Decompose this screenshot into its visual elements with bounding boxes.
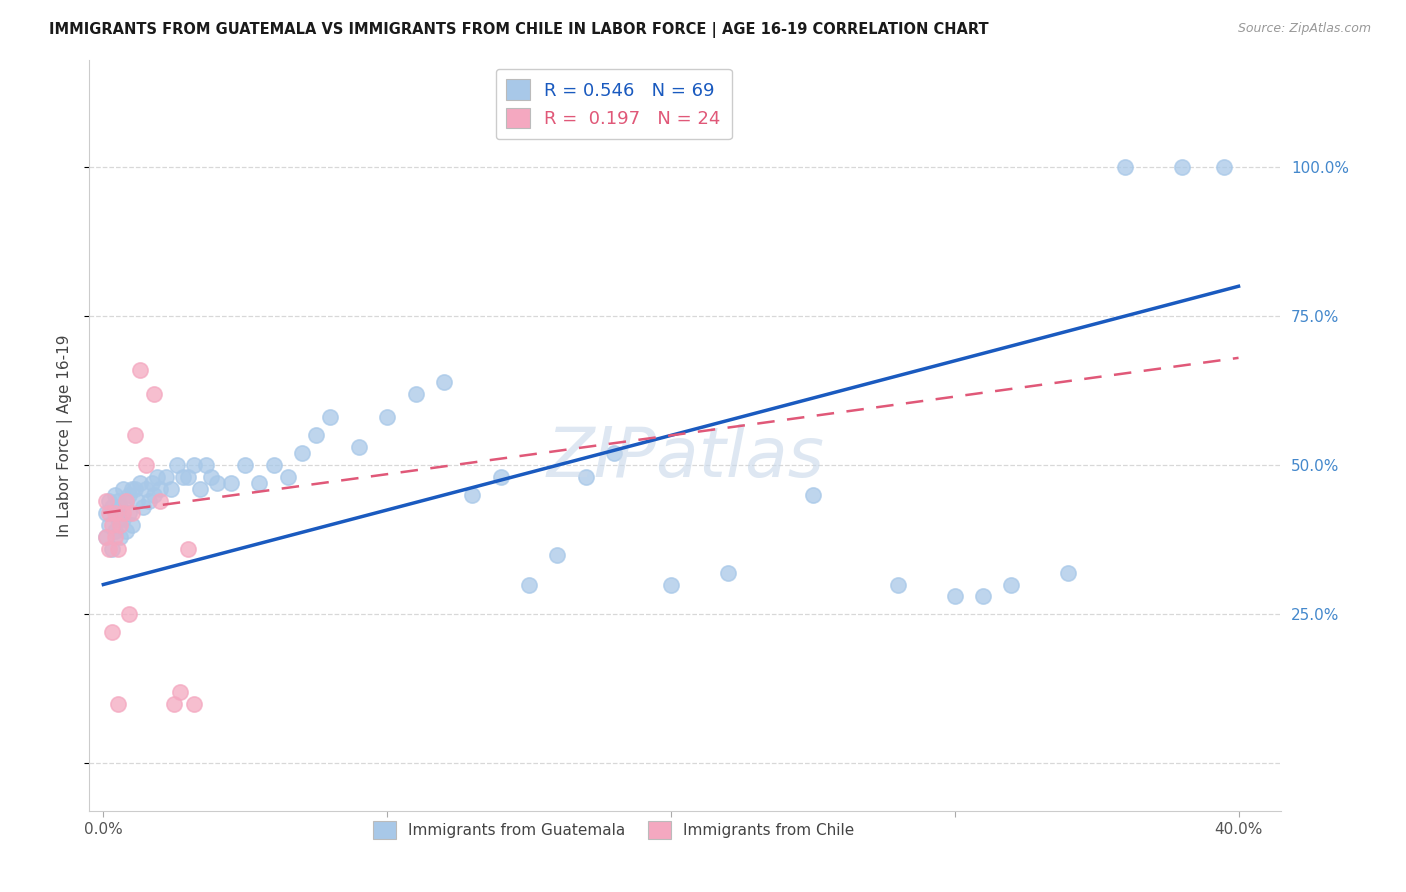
Point [1114,160,1136,174]
Point [135,482,157,496]
Point [115,494,138,508]
Point [575,470,598,484]
Text: IMMIGRANTS FROM GUATEMALA VS IMMIGRANTS FROM CHILE IN LABOR FORCE | AGE 16-19 CO: IMMIGRANTS FROM GUATEMALA VS IMMIGRANTS … [49,22,988,38]
Point [143,386,166,401]
Point [887,577,910,591]
Point [96,530,118,544]
Point [1000,577,1022,591]
Point [104,524,127,538]
Point [96,506,118,520]
Point [146,470,169,484]
Point [107,697,129,711]
Point [104,506,127,520]
Point [347,440,370,454]
Point [138,494,160,508]
Text: ZIPatlas: ZIPatlas [546,425,824,491]
Point [121,506,143,520]
Point [319,410,342,425]
Point [149,494,172,508]
Point [110,517,132,532]
Point [219,476,242,491]
Point [121,517,143,532]
Point [172,470,194,484]
Point [118,607,141,622]
Point [98,494,121,508]
Point [149,482,172,496]
Point [101,500,124,514]
Point [183,458,205,473]
Point [205,476,228,491]
Point [972,590,994,604]
Point [517,577,540,591]
Point [104,530,127,544]
Point [110,530,132,544]
Point [717,566,740,580]
Point [112,512,135,526]
Point [101,541,124,556]
Point [160,482,183,496]
Point [659,577,682,591]
Point [305,428,328,442]
Point [127,494,149,508]
Point [141,476,163,491]
Point [943,590,966,604]
Point [801,488,824,502]
Point [98,541,121,556]
Point [129,476,152,491]
Point [200,470,222,484]
Point [129,363,152,377]
Point [405,386,427,401]
Point [107,494,129,508]
Point [124,482,146,496]
Point [291,446,314,460]
Point [118,506,141,520]
Point [489,470,512,484]
Point [110,500,132,514]
Point [124,428,146,442]
Point [1057,566,1080,580]
Point [107,512,129,526]
Point [115,494,138,508]
Point [249,476,271,491]
Point [375,410,398,425]
Point [143,488,166,502]
Point [101,625,124,640]
Point [96,494,118,508]
Point [169,685,191,699]
Point [163,697,186,711]
Point [546,548,568,562]
Point [177,470,200,484]
Y-axis label: In Labor Force | Age 16-19: In Labor Force | Age 16-19 [58,334,73,537]
Point [277,470,299,484]
Point [115,524,138,538]
Point [107,541,129,556]
Point [1213,160,1236,174]
Point [104,488,127,502]
Point [1171,160,1194,174]
Point [433,375,456,389]
Point [177,541,200,556]
Point [461,488,484,502]
Point [183,697,205,711]
Point [132,500,155,514]
Point [112,482,135,496]
Point [603,446,626,460]
Text: Source: ZipAtlas.com: Source: ZipAtlas.com [1237,22,1371,36]
Legend: Immigrants from Guatemala, Immigrants from Chile: Immigrants from Guatemala, Immigrants fr… [367,815,860,845]
Point [263,458,285,473]
Point [112,506,135,520]
Point [135,458,157,473]
Point [98,506,121,520]
Point [118,488,141,502]
Point [101,517,124,532]
Point [194,458,217,473]
Point [121,482,143,496]
Point [96,530,118,544]
Point [233,458,256,473]
Point [166,458,188,473]
Point [98,517,121,532]
Point [188,482,211,496]
Point [155,470,177,484]
